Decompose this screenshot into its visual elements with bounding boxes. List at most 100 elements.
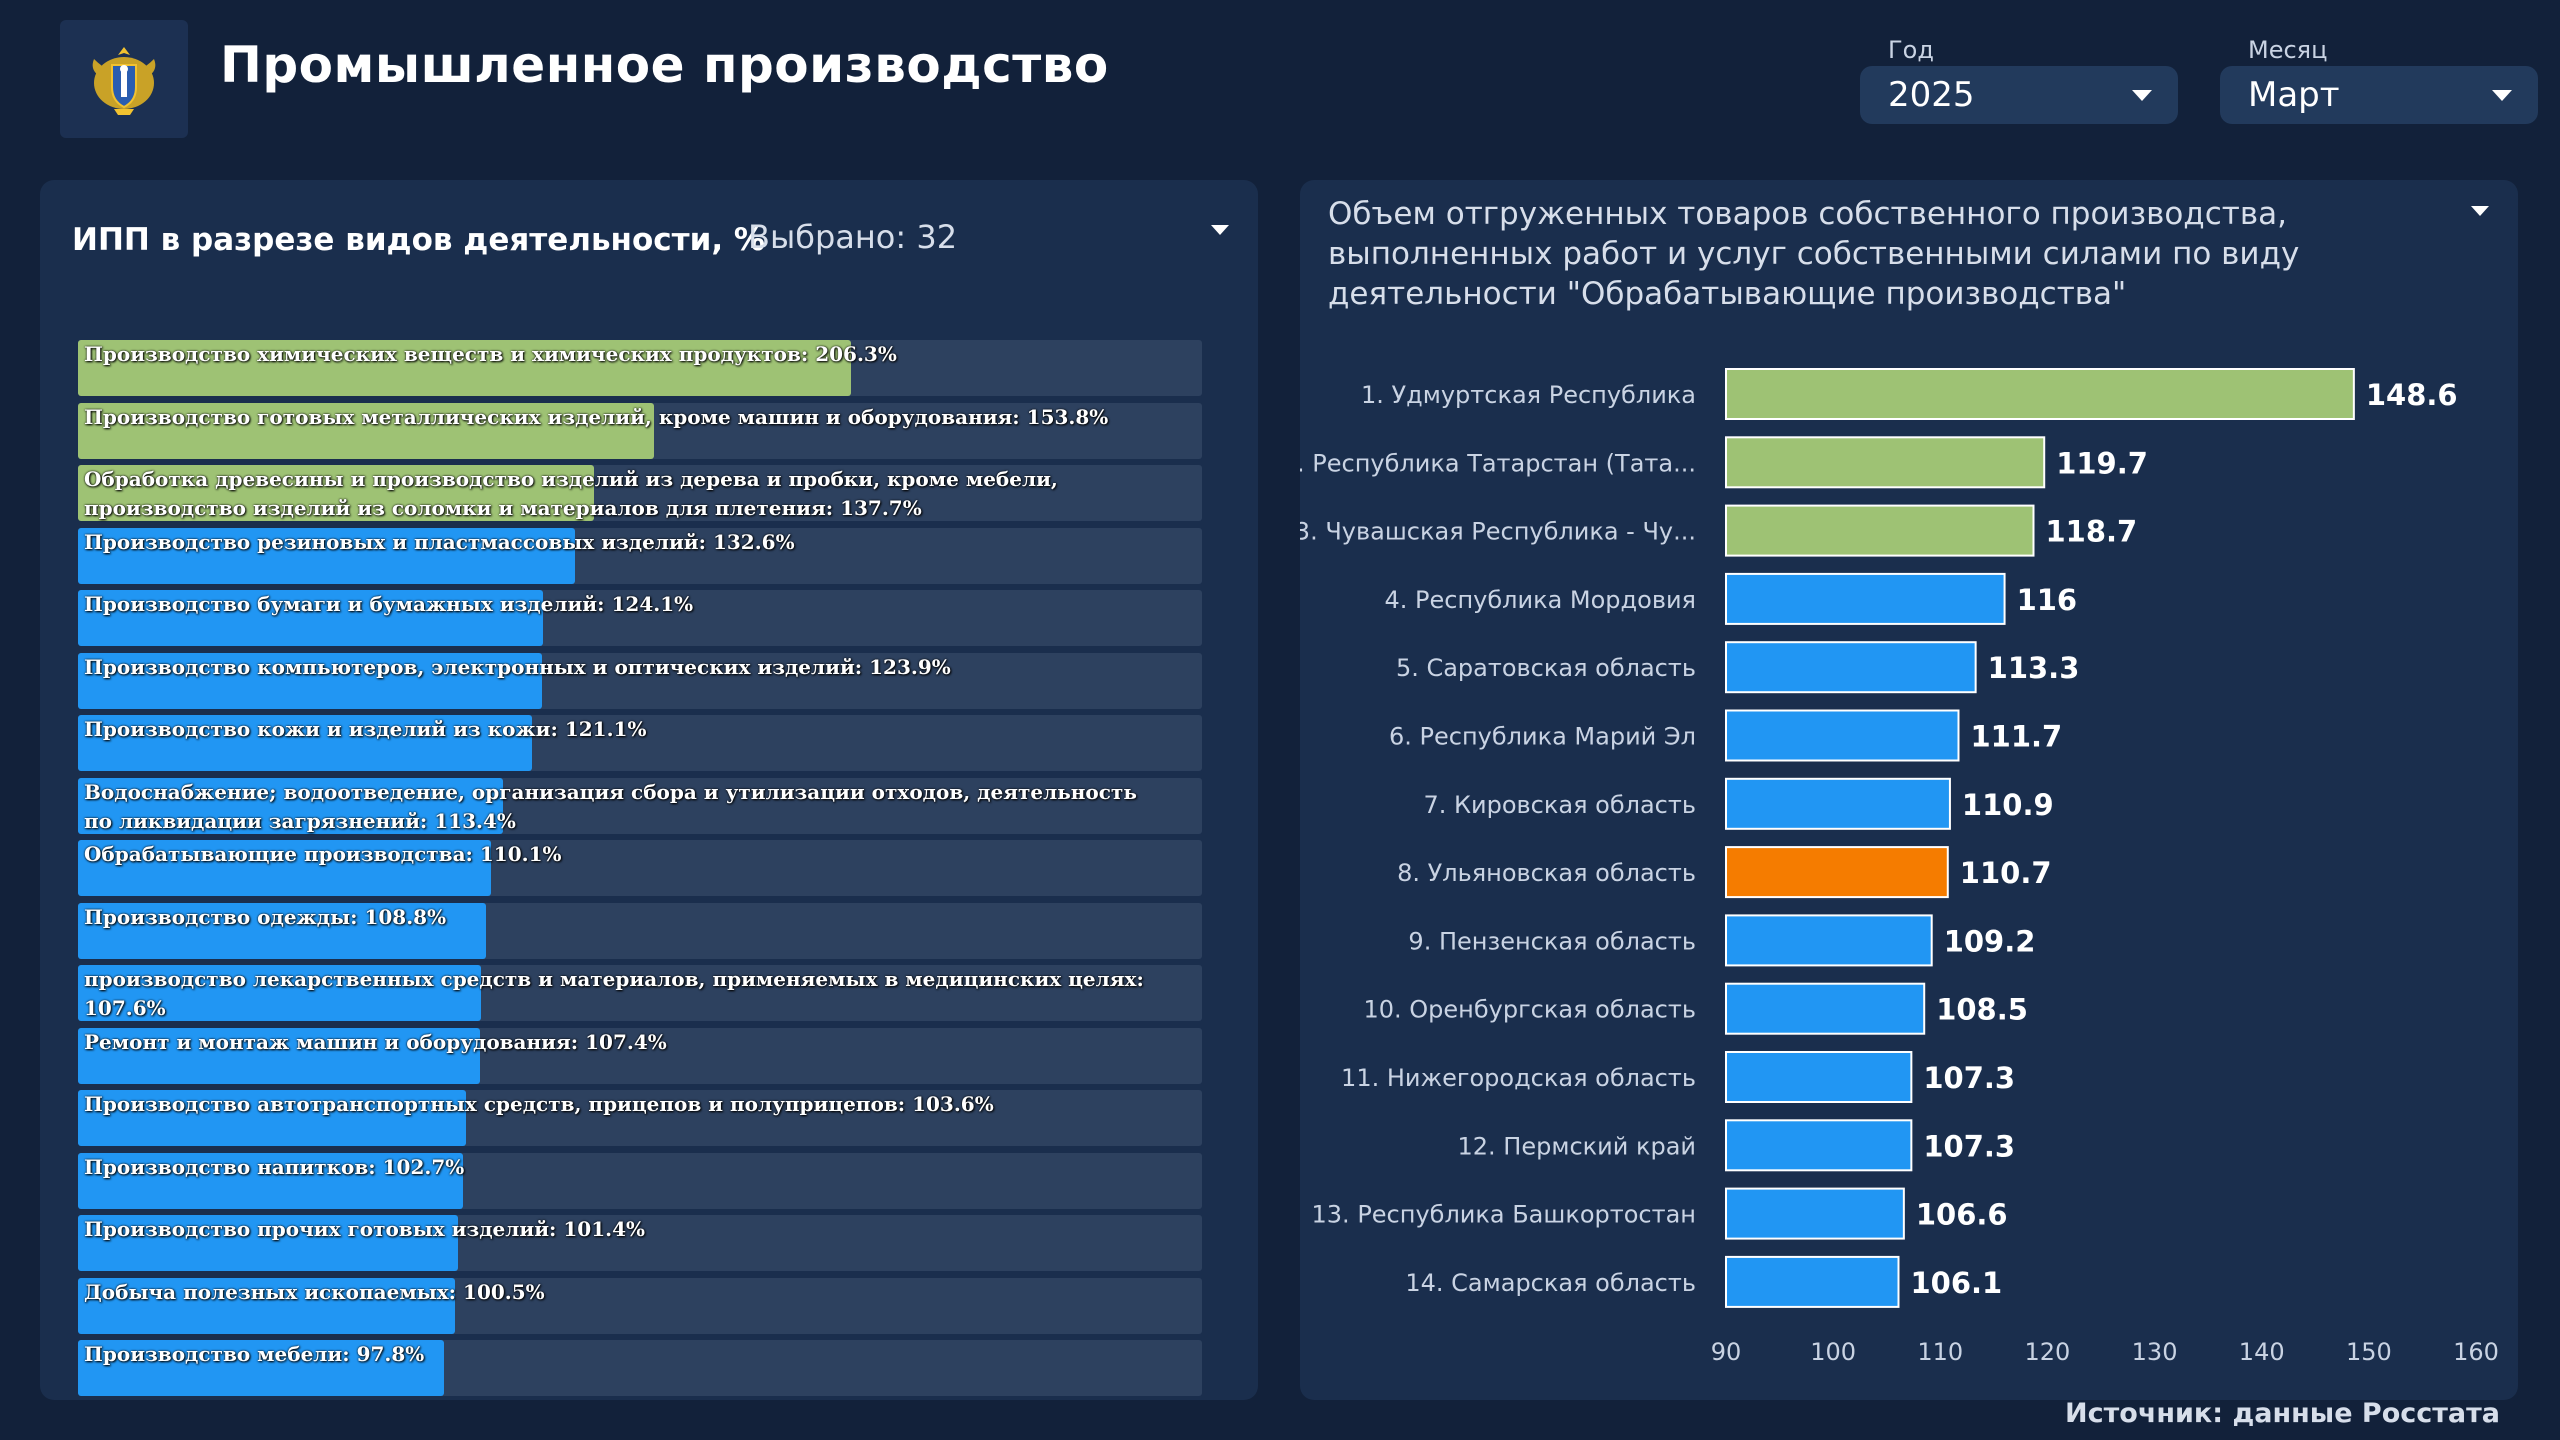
ipp-bar-label: Обрабатывающие производства: 110.1% [84, 842, 562, 866]
shipment-bar-chart: 1. Удмуртская Республика 148.6 2. Республи… [1300, 368, 2499, 1366]
ipp-bar [78, 1027, 481, 1084]
x-tick-label: 90 [1711, 1338, 1742, 1366]
ipp-bar-label: Производство автотранспортных средств, п… [84, 1092, 994, 1116]
ipp-bar-label: Водоснабжение; водоотведение, организаци… [84, 779, 1137, 833]
ipp-bar [78, 902, 486, 959]
ipp-bar [78, 652, 543, 709]
region-bar[interactable] [1725, 1255, 1900, 1308]
ipp-bar [78, 1277, 455, 1334]
x-tick-label: 130 [2132, 1338, 2178, 1366]
ipp-panel-title: ИПП в разрезе видов деятельности, % [72, 222, 765, 258]
region-bar[interactable] [1725, 777, 1951, 830]
ipp-row[interactable]: Производство готовых металлических издел… [78, 402, 1202, 459]
ipp-bar-label: Производство бумаги и бумажных изделий: … [84, 592, 694, 616]
coat-of-arms-icon [92, 47, 156, 115]
ipp-bar-label: производство лекарственных средств и мат… [84, 967, 1144, 1020]
x-tick-label: 160 [2453, 1338, 2499, 1366]
ipp-row[interactable]: Ремонт и монтаж машин и оборудования: 10… [78, 1027, 1202, 1084]
region-bar[interactable] [1725, 1119, 1913, 1172]
region-label: 11. Нижегородская область [1341, 1064, 1696, 1092]
source-note: Источник: данные Росстата [2065, 1398, 2500, 1429]
chevron-down-icon[interactable] [2471, 206, 2489, 216]
region-label: 9. Пензенская область [1408, 927, 1696, 955]
ipp-row[interactable]: Производство химических веществ и химиче… [78, 340, 1202, 396]
region-value-label: 116 [2017, 583, 2078, 617]
chevron-down-icon[interactable] [1211, 225, 1229, 235]
x-tick-label: 100 [1810, 1338, 1856, 1366]
region-label: 12. Пермский край [1458, 1132, 1697, 1160]
region-bar[interactable] [1725, 982, 1926, 1035]
region-bar[interactable] [1725, 1051, 1913, 1103]
ipp-bar-label: Ремонт и монтаж машин и оборудования: 10… [84, 1029, 667, 1054]
region-label: 5. Саратовская область [1396, 654, 1696, 682]
region-value-label: 148.6 [2366, 378, 2458, 412]
ipp-row[interactable]: Производство резиновых и пластмассовых и… [78, 527, 1202, 584]
region-value-label: 110.7 [1960, 856, 2052, 890]
region-label: 7. Кировская область [1423, 791, 1696, 819]
region-bar[interactable] [1725, 1187, 1905, 1240]
region-bar[interactable] [1725, 846, 1949, 899]
region-value-label: 106.1 [1911, 1266, 2003, 1300]
ipp-row[interactable]: Производство кожи и изделий из кожи: 121… [78, 715, 1202, 771]
ipp-bar-label: Производство кожи и изделий из кожи: 121… [84, 717, 647, 741]
chevron-down-icon [2492, 90, 2512, 101]
ipp-bar [78, 715, 532, 771]
page-title: Промышленное производство [220, 36, 1109, 94]
region-bar[interactable] [1725, 504, 2035, 557]
region-bar[interactable] [1725, 436, 2046, 489]
region-label: 3. Чувашская Республика - Чу... [1300, 518, 1696, 546]
ipp-row[interactable]: Добыча полезных ископаемых: 100.5% [78, 1277, 1202, 1334]
x-tick-label: 140 [2239, 1338, 2285, 1366]
region-value-label: 109.2 [1944, 924, 2036, 958]
region-value-label: 118.7 [2046, 515, 2138, 549]
chevron-down-icon [2132, 90, 2152, 101]
ipp-bar-chart: Производство химических веществ и химиче… [78, 340, 1202, 1400]
ipp-bar [78, 777, 503, 834]
region-label: 6. Республика Марий Эл [1389, 723, 1696, 751]
shipment-panel-title: Объем отгруженных товаров собственного п… [1328, 196, 2300, 312]
ipp-row[interactable]: Производство прочих готовых изделий: 101… [78, 1215, 1202, 1271]
ipp-bar [78, 840, 491, 896]
ipp-bar-label: Производство компьютеров, электронных и … [84, 654, 951, 679]
region-label: 1. Удмуртская Республика [1361, 381, 1696, 409]
ipp-bar-label: Производство напитков: 102.7% [84, 1154, 465, 1179]
ipp-row[interactable]: Производство напитков: 102.7% [78, 1152, 1202, 1209]
month-select[interactable]: Март [2220, 66, 2538, 124]
ipp-bar [78, 965, 482, 1021]
region-label: 2. Республика Татарстан (Тата... [1300, 449, 1696, 477]
ipp-row[interactable]: Производство одежды: 108.8% [78, 902, 1202, 959]
region-value-label: 119.7 [2056, 446, 2148, 480]
ipp-row[interactable]: Производство автотранспортных средств, п… [78, 1090, 1202, 1146]
ipp-row[interactable]: Обработка древесины и производство издел… [78, 465, 1202, 521]
month-select-value: Март [2248, 75, 2340, 115]
region-bar[interactable] [1725, 368, 2355, 420]
region-value-label: 106.6 [1916, 1198, 2008, 1232]
region-bar[interactable] [1725, 641, 1977, 694]
ipp-row[interactable]: Водоснабжение; водоотведение, организаци… [78, 777, 1202, 834]
ipp-bar-label: Производство готовых металлических издел… [84, 404, 1109, 429]
region-bar[interactable] [1725, 709, 1960, 762]
region-label: 13. Республика Башкортостан [1312, 1201, 1696, 1229]
month-filter-label: Месяц [2248, 36, 2328, 64]
ipp-row[interactable]: Производство компьютеров, электронных и … [78, 652, 1202, 709]
region-bar[interactable] [1725, 914, 1933, 967]
ipp-bar-label: Обработка древесины и производство издел… [84, 467, 1058, 520]
logo [60, 20, 188, 138]
ipp-row[interactable]: Производство бумаги и бумажных изделий: … [78, 590, 1202, 646]
region-label: 4. Республика Мордовия [1384, 586, 1696, 614]
ipp-row[interactable]: Производство мебели: 97.8% [78, 1340, 1202, 1396]
ipp-row[interactable]: производство лекарственных средств и мат… [78, 965, 1202, 1021]
x-tick-label: 120 [2025, 1338, 2071, 1366]
ipp-bar [78, 1215, 458, 1271]
selected-count[interactable]: Выбрано: 32 [748, 218, 958, 256]
x-tick-label: 110 [1917, 1338, 1963, 1366]
year-select[interactable]: 2025 [1860, 66, 2178, 124]
year-filter-label: Год [1888, 36, 1934, 64]
region-bar[interactable] [1725, 572, 2006, 625]
ipp-bar [78, 1152, 463, 1209]
ipp-row[interactable]: Обрабатывающие производства: 110.1% [78, 840, 1202, 896]
ipp-bar [78, 527, 575, 584]
ipp-bar [78, 340, 851, 396]
x-tick-label: 150 [2346, 1338, 2392, 1366]
region-value-label: 108.5 [1936, 993, 2028, 1027]
